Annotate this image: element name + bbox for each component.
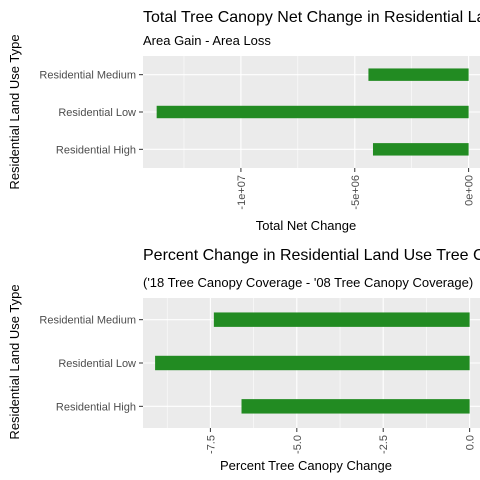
bar bbox=[368, 68, 469, 81]
y-tick-label: Residential Low bbox=[58, 107, 136, 119]
chart-1-subtitle: Area Gain - Area Loss bbox=[143, 33, 271, 48]
chart-2-x-ticks: -7.5 -5.0 -2.5 0.0 bbox=[205, 428, 477, 454]
y-tick-label: Residential High bbox=[56, 144, 136, 156]
chart-2-subtitle: ('18 Tree Canopy Coverage - '08 Tree Can… bbox=[143, 275, 473, 290]
x-tick-label: 0e+00 bbox=[464, 175, 476, 206]
chart-1-y-axis-title: Residential Land Use Type bbox=[7, 34, 22, 189]
bar bbox=[241, 399, 470, 414]
bar bbox=[372, 143, 469, 156]
bar bbox=[156, 105, 469, 119]
x-tick-label: -5.0 bbox=[292, 435, 304, 454]
bar bbox=[213, 312, 470, 327]
chart-2-title: Percent Change in Residential Land Use T… bbox=[143, 247, 480, 264]
y-tick-label: Residential High bbox=[56, 401, 136, 413]
chart-1-y-ticks: Residential High Residential Low Residenti… bbox=[39, 70, 143, 156]
x-tick-label: 0.0 bbox=[465, 435, 477, 450]
x-tick-label: -5e+06 bbox=[350, 175, 362, 210]
bar bbox=[155, 355, 470, 371]
x-tick-label: -7.5 bbox=[205, 435, 217, 454]
chart-2-y-ticks: Residential High Residential Low Residenti… bbox=[39, 315, 143, 413]
x-tick-label: -2.5 bbox=[378, 435, 390, 454]
y-tick-label: Residential Medium bbox=[39, 315, 136, 327]
x-tick-label: -1e+07 bbox=[236, 175, 248, 210]
chart-1-bars bbox=[156, 68, 469, 156]
chart-1-x-axis-title: Total Net Change bbox=[256, 218, 356, 233]
chart-2-y-axis-title: Residential Land Use Type bbox=[7, 284, 22, 439]
chart-1-title: Total Tree Canopy Net Change in Resident… bbox=[143, 9, 480, 26]
chart-1-x-ticks: -1e+07 -5e+06 0e+00 bbox=[236, 168, 476, 210]
chart-2: Percent Change in Residential Land Use T… bbox=[7, 247, 480, 473]
chart-2-bars bbox=[155, 312, 470, 414]
chart-1: Total Tree Canopy Net Change in Resident… bbox=[7, 9, 480, 233]
chart-2-x-axis-title: Percent Tree Canopy Change bbox=[220, 458, 392, 473]
y-tick-label: Residential Low bbox=[58, 358, 136, 370]
y-tick-label: Residential Medium bbox=[39, 70, 136, 82]
